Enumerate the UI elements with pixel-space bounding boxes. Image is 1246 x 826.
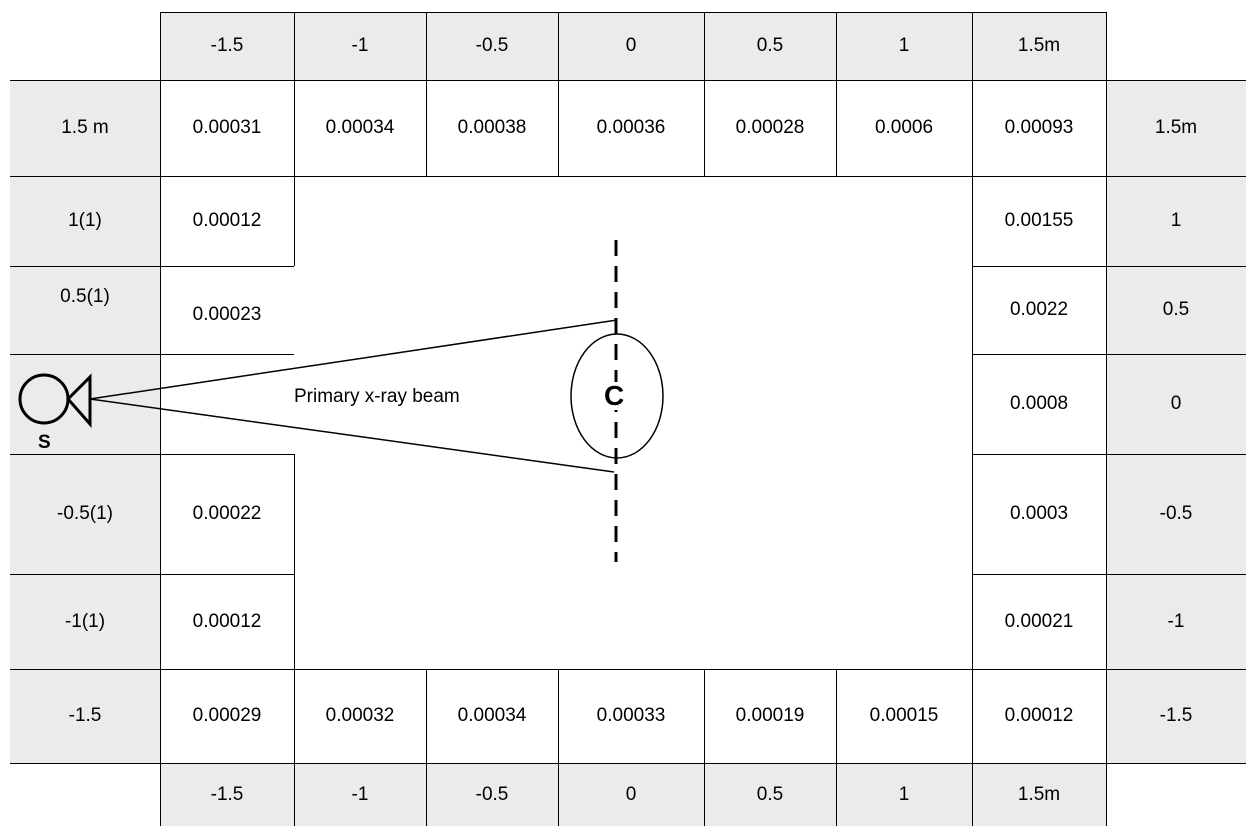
dose-value-left: 0.00012: [160, 574, 294, 669]
left-axis-label: 1.5 m: [10, 80, 160, 176]
grid-line: [10, 266, 294, 267]
grid-line: [160, 12, 161, 826]
grid-line: [426, 669, 427, 826]
grid-line: [10, 80, 1246, 81]
right-axis-label: -1: [1106, 574, 1246, 669]
bottom-axis-label: -1: [294, 763, 426, 826]
right-axis-label: 1.5m: [1106, 80, 1246, 176]
bottom-axis-label: -0.5: [426, 763, 558, 826]
dose-value-top: 0.00036: [558, 80, 704, 176]
bottom-axis-label: 1.5m: [972, 763, 1106, 826]
dose-value-right: 0.00155: [972, 176, 1106, 266]
grid-line: [704, 669, 705, 826]
top-axis-label: 0.5: [704, 12, 836, 80]
bottom-axis-label: 1: [836, 763, 972, 826]
left-axis-label: [10, 354, 160, 454]
grid-line: [294, 12, 295, 176]
dose-value-bottom: 0.00029: [160, 669, 294, 763]
dose-value-left: 0.00012: [160, 176, 294, 266]
dose-value-right: 0.0008: [972, 354, 1106, 454]
dose-value-left: 0.00022: [160, 454, 294, 574]
bottom-axis-label: 0: [558, 763, 704, 826]
beam-label: Primary x-ray beam: [294, 386, 460, 408]
bottom-axis-label: -1.5: [160, 763, 294, 826]
beam-lower-edge: [89, 398, 615, 473]
grid-line: [160, 12, 1106, 13]
grid-line: [10, 763, 1246, 764]
right-axis-label: -1.5: [1106, 669, 1246, 763]
right-axis-label: 0.5: [1106, 266, 1246, 354]
left-axis-label: 1(1): [10, 176, 160, 266]
dose-value-bottom: 0.00032: [294, 669, 426, 763]
left-axis-label: -1(1): [10, 574, 160, 669]
grid-line: [558, 669, 559, 826]
dose-value-left: 0.00023: [160, 266, 294, 354]
top-axis-label: -0.5: [426, 12, 558, 80]
grid-line: [10, 669, 1246, 670]
dose-value-right: 0.0003: [972, 454, 1106, 574]
grid-line: [10, 176, 1246, 177]
dose-value-bottom: 0.00015: [836, 669, 972, 763]
right-axis-label: 0: [1106, 354, 1246, 454]
beam-upper-edge: [89, 319, 618, 400]
grid-line: [704, 12, 705, 176]
top-axis-label: -1.5: [160, 12, 294, 80]
dose-value-right: 0.0022: [972, 266, 1106, 354]
grid-line: [10, 574, 294, 575]
dose-value-bottom: 0.00012: [972, 669, 1106, 763]
grid-line: [836, 12, 837, 176]
bottom-axis-label: 0.5: [704, 763, 836, 826]
dose-value-bottom: 0.00019: [704, 669, 836, 763]
grid-line: [1106, 12, 1107, 826]
right-axis-label: -0.5: [1106, 454, 1246, 574]
grid-line: [10, 354, 294, 355]
dose-value-top: 0.00034: [294, 80, 426, 176]
dose-value-top: 0.00093: [972, 80, 1106, 176]
center-label: C: [604, 380, 625, 411]
xray-source-icon: [18, 373, 92, 428]
grid-line: [426, 12, 427, 176]
grid-line: [294, 669, 295, 826]
dose-value-bottom: 0.00033: [558, 669, 704, 763]
top-axis-label: 0: [558, 12, 704, 80]
grid-line: [972, 266, 1246, 267]
dose-value-top: 0.00038: [426, 80, 558, 176]
grid-line: [972, 12, 973, 826]
dose-value-top: 0.00028: [704, 80, 836, 176]
grid-line: [294, 454, 295, 669]
dose-value-bottom: 0.00034: [426, 669, 558, 763]
left-axis-label: 0.5(1): [10, 266, 160, 354]
right-axis-label: 1: [1106, 176, 1246, 266]
top-axis-label: -1: [294, 12, 426, 80]
dose-value-top: 0.00031: [160, 80, 294, 176]
source-label: S: [38, 432, 51, 453]
grid-line: [972, 454, 1246, 455]
dose-value-right: 0.00021: [972, 574, 1106, 669]
grid-line: [10, 454, 294, 455]
grid-line: [836, 669, 837, 826]
left-axis-label: -0.5(1): [10, 454, 160, 574]
grid-line: [972, 354, 1246, 355]
dose-value-top: 0.0006: [836, 80, 972, 176]
grid-line: [294, 176, 295, 266]
grid-line: [558, 12, 559, 176]
top-axis-label: 1.5m: [972, 12, 1106, 80]
grid-line: [972, 574, 1246, 575]
top-axis-label: 1: [836, 12, 972, 80]
left-axis-label: -1.5: [10, 669, 160, 763]
